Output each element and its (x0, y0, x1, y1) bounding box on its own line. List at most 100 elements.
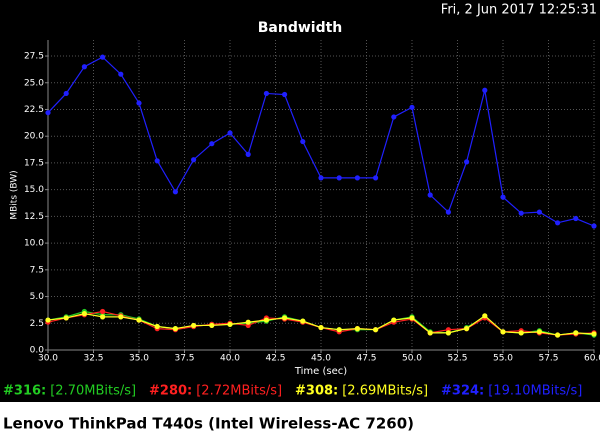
data-point (100, 308, 106, 315)
legend-value: [19.10MBits/s] (488, 384, 582, 399)
legend-value: [2.70MBits/s] (50, 384, 136, 399)
y-tick-label: 0.0 (30, 346, 45, 356)
data-point (373, 175, 379, 181)
y-tick-label: 27.5 (24, 52, 44, 62)
data-point (263, 317, 269, 323)
x-tick-label: 47.5 (356, 354, 376, 364)
y-tick-label: 15.0 (24, 185, 44, 195)
y-tick-label: 20.0 (24, 132, 44, 142)
x-tick-label: 57.5 (538, 354, 558, 364)
x-tick-label: 40.0 (220, 354, 240, 364)
x-tick-label: 37.5 (174, 354, 194, 364)
legend-value: [2.72MBits/s] (196, 384, 282, 399)
data-point (518, 330, 524, 336)
x-tick-label: 35.0 (129, 354, 149, 364)
legend-value: [2.69MBits/s] (342, 384, 428, 399)
x-tick-label: 50.0 (402, 354, 422, 364)
data-point (45, 110, 51, 116)
data-point (464, 159, 470, 165)
data-point (336, 327, 342, 333)
data-point (391, 317, 397, 323)
x-tick-label: 32.5 (83, 354, 103, 364)
data-point (573, 215, 579, 222)
y-tick-label: 12.5 (24, 212, 44, 222)
data-point (518, 210, 524, 216)
data-point (536, 209, 543, 215)
data-point (172, 189, 178, 195)
data-point (282, 91, 288, 98)
x-tick-label: 52.5 (447, 354, 467, 364)
timestamp: Fri, 2 Jun 2017 12:25:31 (441, 3, 597, 18)
data-point (555, 332, 561, 338)
data-point (482, 313, 488, 319)
y-axis-label: MBits (BW) (10, 170, 20, 219)
data-point (373, 327, 379, 333)
data-point (118, 314, 124, 320)
data-point (100, 314, 106, 320)
data-point (427, 330, 433, 336)
y-tick-label: 25.0 (24, 78, 44, 88)
data-point (354, 175, 360, 181)
data-point (464, 326, 470, 332)
legend-name: #324: (441, 384, 484, 399)
y-tick-label: 7.5 (30, 265, 44, 275)
data-point (409, 104, 415, 110)
data-point (536, 329, 543, 335)
x-tick-label: 42.5 (265, 354, 285, 364)
data-point (391, 114, 397, 120)
data-point (263, 90, 269, 97)
data-point (209, 141, 215, 147)
data-point (591, 223, 597, 229)
data-point (136, 317, 142, 323)
x-tick-label: 60.0 (584, 354, 600, 364)
data-point (591, 331, 597, 337)
legend-name: #280: (149, 384, 192, 399)
y-tick-label: 2.5 (30, 319, 44, 329)
data-point (282, 315, 288, 321)
data-point (154, 158, 160, 164)
y-tick-label: 22.5 (24, 105, 44, 115)
y-tick-label: 10.0 (24, 239, 44, 249)
data-point (227, 130, 233, 136)
data-point (482, 87, 488, 93)
data-point (500, 194, 506, 200)
data-point (318, 175, 324, 181)
data-point (573, 330, 579, 336)
data-point (63, 315, 69, 321)
data-point (172, 326, 178, 332)
data-point (136, 100, 142, 106)
data-point (354, 326, 360, 332)
data-point (409, 315, 415, 321)
data-point (555, 220, 561, 226)
legend-name: #316: (3, 384, 46, 399)
data-point (154, 323, 160, 330)
data-point (209, 322, 215, 329)
data-point (300, 138, 306, 145)
x-tick-label: 55.0 (493, 354, 513, 364)
data-point (500, 329, 506, 335)
data-point (81, 311, 87, 317)
data-point (81, 64, 87, 70)
x-axis-label: Time (sec) (294, 366, 347, 377)
data-point (336, 175, 342, 181)
data-point (245, 151, 251, 157)
data-point (427, 192, 433, 198)
data-point (45, 317, 51, 323)
data-point (227, 321, 233, 327)
data-point (63, 90, 69, 97)
x-tick-label: 30.0 (38, 354, 58, 364)
data-point (245, 319, 251, 325)
data-point (300, 318, 306, 324)
data-point (445, 209, 451, 215)
data-point (191, 322, 197, 329)
data-point (318, 324, 324, 331)
footer: Lenovo ThinkPad T440s (Intel Wireless-AC… (3, 415, 414, 433)
legend-name: #308: (295, 384, 338, 399)
chart-background (0, 0, 600, 402)
data-point (445, 330, 451, 336)
y-tick-label: 17.5 (24, 158, 44, 168)
chart-title: Bandwidth (258, 20, 343, 36)
x-tick-label: 45.0 (311, 354, 331, 364)
